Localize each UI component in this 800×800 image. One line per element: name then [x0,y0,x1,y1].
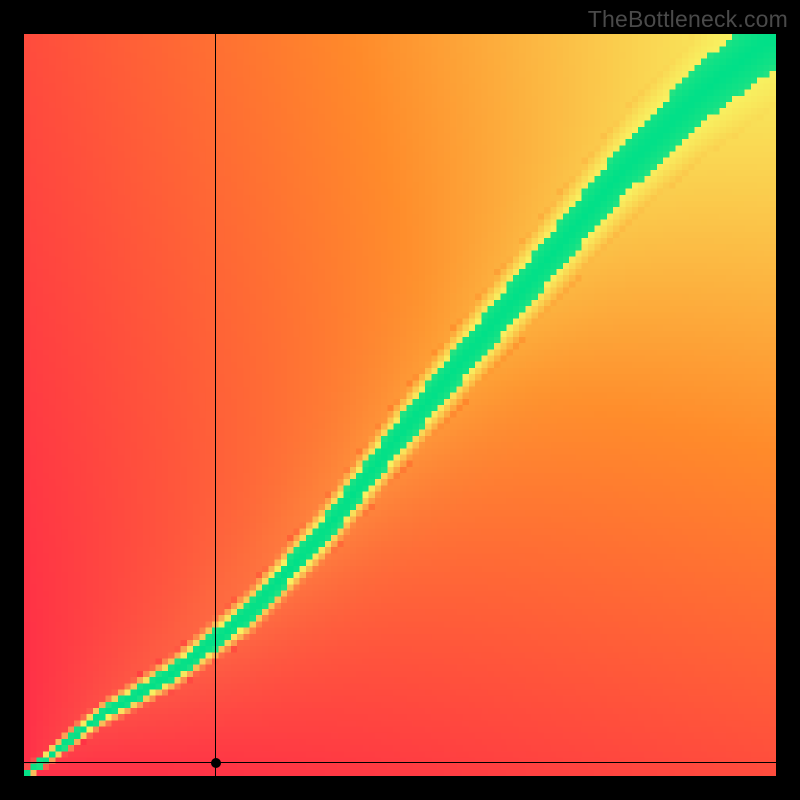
figure-outer-frame: TheBottleneck.com [0,0,800,800]
crosshair-vertical-line [215,34,216,776]
attribution-label: TheBottleneck.com [588,6,788,33]
heatmap-canvas [24,34,776,776]
crosshair-marker [216,763,217,764]
crosshair-horizontal-line [24,762,776,763]
heatmap-plot-area [24,34,776,776]
